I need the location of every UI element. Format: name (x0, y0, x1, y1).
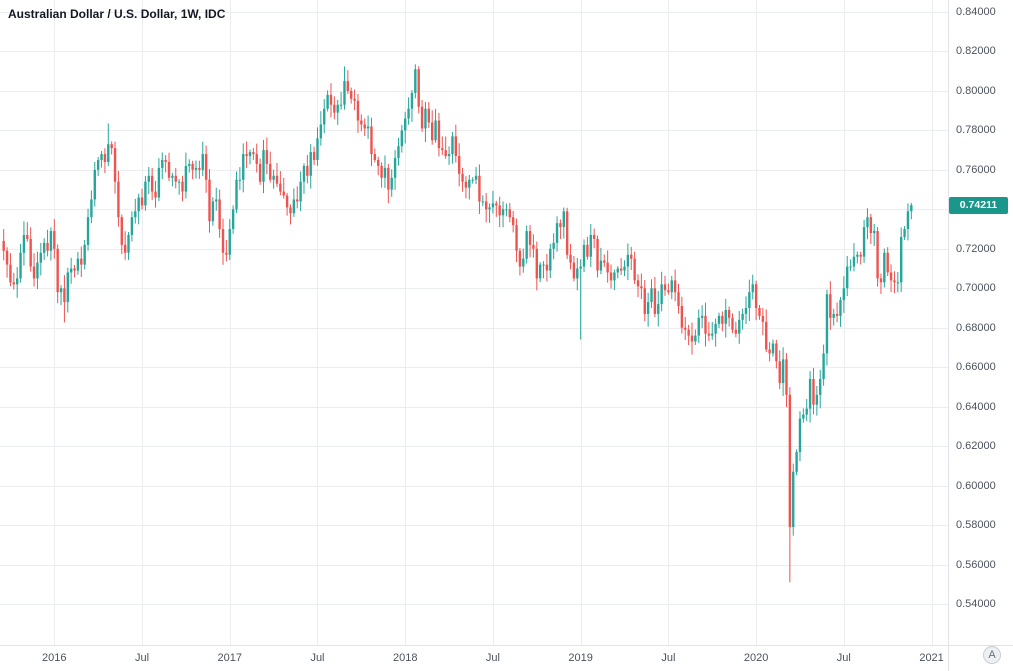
price-axis-label: 0.58000 (956, 519, 996, 532)
time-axis-label: 2021 (919, 652, 944, 664)
candlestick-chart[interactable] (0, 0, 948, 645)
price-axis-label: 0.70000 (956, 282, 996, 295)
time-axis-label: 2018 (392, 652, 418, 664)
price-axis-label: 0.60000 (956, 479, 996, 492)
last-price-value: 0.74211 (959, 199, 998, 212)
price-axis-label: 0.78000 (956, 124, 996, 137)
time-axis-label: Jul (661, 652, 676, 664)
price-axis-label: 0.68000 (956, 321, 996, 334)
time-axis-label: Jul (134, 652, 150, 664)
time-axis-label: 2016 (42, 652, 67, 664)
symbol-title[interactable]: Australian Dollar / U.S. Dollar, 1W, IDC (8, 7, 226, 21)
price-axis-label: 0.62000 (956, 440, 996, 453)
price-axis-label: 0.84000 (956, 6, 996, 18)
price-axis-label: 0.76000 (956, 163, 996, 176)
grid-lines (0, 0, 948, 645)
chart-plot-area[interactable]: Australian Dollar / U.S. Dollar, 1W, IDC (0, 0, 948, 645)
time-axis-label: 2020 (743, 652, 769, 664)
time-axis[interactable]: 2016 Jul 2017 Jul 2018 Jul 2019 Jul 2020 Jul 2021 (0, 645, 948, 671)
time-axis-label: 2019 (568, 652, 593, 664)
price-axis-label: 0.64000 (956, 400, 996, 413)
last-price-label: 0.74211 (949, 196, 1008, 214)
account-badge[interactable]: A (983, 646, 1001, 664)
time-axis-label: Jul (485, 652, 500, 664)
price-axis-label: 0.82000 (956, 45, 996, 58)
price-axis-label: 0.56000 (956, 558, 996, 571)
price-axis-label: 0.80000 (956, 84, 996, 97)
price-axis-label: 0.72000 (956, 242, 996, 255)
price-axis-label: 0.54000 (956, 598, 996, 610)
axis-corner (948, 645, 1013, 671)
time-axis-label: 2017 (217, 652, 242, 664)
price-axis-label: 0.66000 (956, 361, 996, 374)
candles (2, 64, 913, 583)
price-axis[interactable]: 0.840000.820000.800000.780000.760000.740… (948, 0, 1013, 645)
account-badge-letter: A (988, 649, 996, 661)
time-axis-label: Jul (836, 652, 851, 664)
time-axis-label: Jul (310, 652, 325, 664)
